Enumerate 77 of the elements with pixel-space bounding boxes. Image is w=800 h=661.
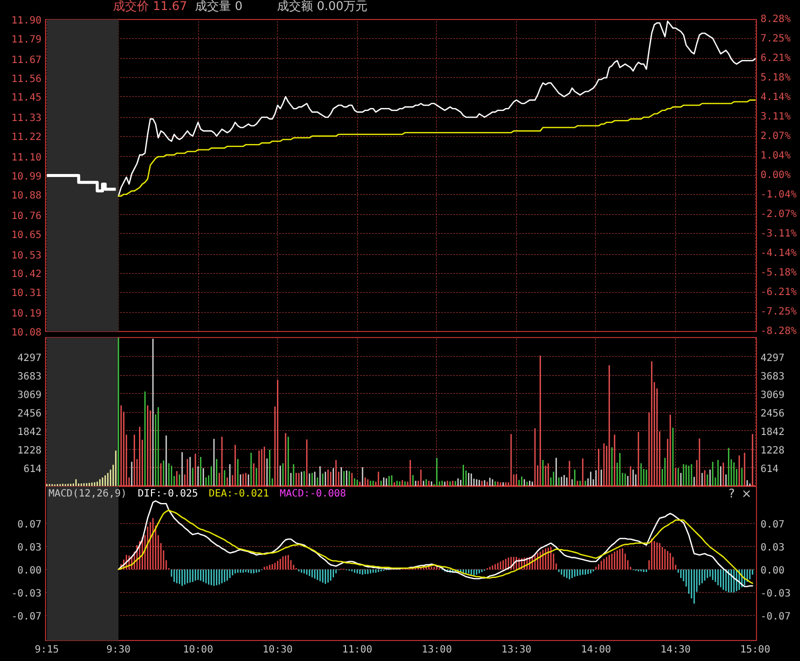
y-tick-label: 10.42 <box>11 269 42 280</box>
y2-tick-label: 1.04% <box>760 150 791 162</box>
x-tick-label: 15:00 <box>740 644 770 656</box>
y2-tick-label: 3.11% <box>760 111 791 122</box>
x-tick-label: 13:30 <box>501 644 532 656</box>
y2-tick-label: -6.21% <box>760 287 797 298</box>
y-tick-label: 11.33 <box>11 113 42 124</box>
y-tick-label: -0.03 <box>11 588 42 600</box>
text: 成交量 0 <box>195 0 242 13</box>
y2-tick-label: -5.18% <box>760 268 797 279</box>
y-tick-label: 11.56 <box>11 74 42 85</box>
y-tick-label: 11.45 <box>11 92 42 104</box>
y-tick-label: 11.22 <box>11 132 42 144</box>
series-label: DIF:-0.025 <box>138 488 198 500</box>
y2-tick-label: 2.07% <box>760 131 791 142</box>
text: 成交价 11.67 <box>113 0 188 13</box>
y-tick-label: 11.90 <box>11 16 42 26</box>
y-tick-label: 10.19 <box>11 308 42 320</box>
chart-title: MACD(12,26,9) <box>48 488 127 500</box>
x-tick-label: 14:30 <box>660 644 691 656</box>
x-tick-label: 10:30 <box>262 644 293 656</box>
y-tick-label: 10.31 <box>11 288 42 300</box>
y2-tick-label: -2.07% <box>760 209 797 220</box>
y-tick-label: 11.79 <box>11 34 42 46</box>
y-tick-label: 3683 <box>17 371 42 382</box>
y-tick-label: 1228 <box>17 445 42 456</box>
y-tick-label: 10.08 <box>11 328 42 338</box>
y2-tick-label: 4297 <box>760 352 785 364</box>
y-tick-label: 10.65 <box>11 230 42 241</box>
y2-tick-label: 5.18% <box>760 72 791 84</box>
y2-tick-label: -3.11% <box>760 228 797 240</box>
y-tick-label: 1842 <box>17 426 42 438</box>
y2-tick-label: 6.21% <box>760 53 791 64</box>
y2-tick-label: 614 <box>760 464 779 475</box>
y2-tick-label: 7.25% <box>760 33 791 44</box>
x-tick-label: 9:30 <box>106 644 131 656</box>
y2-tick-label: 3683 <box>760 371 785 382</box>
y-tick-label: 4297 <box>17 352 42 364</box>
y2-tick-label: 4.14% <box>760 92 791 103</box>
annotation: × <box>742 486 752 500</box>
y-tick-label: 3069 <box>17 390 42 401</box>
y-tick-label: 11.10 <box>11 152 42 164</box>
y-tick-label: 0.07 <box>17 519 42 530</box>
y2-tick-label: 3069 <box>760 390 785 401</box>
x-tick-label: 13:00 <box>422 644 452 656</box>
y2-tick-label: -0.07 <box>760 611 791 622</box>
text: DEA:-0.021 <box>208 488 270 500</box>
y-tick-label: 0.03 <box>17 542 42 554</box>
y-tick-label: 10.53 <box>11 250 42 262</box>
y2-tick-label: -1.04% <box>760 190 797 201</box>
text: 成交额 0.00万元 <box>277 0 368 13</box>
y-tick-label: 10.88 <box>11 190 42 202</box>
y-tick-label: 10.99 <box>11 172 42 182</box>
y2-tick-label: -8.28% <box>760 326 797 337</box>
y2-tick-label: -4.14% <box>760 248 797 259</box>
y2-tick-label: 1228 <box>760 445 785 456</box>
y2-tick-label: 8.28% <box>760 14 791 25</box>
annotation: ? <box>728 486 735 500</box>
y-tick-label: 0.00 <box>17 565 42 576</box>
x-tick-label: 9:15 <box>34 644 59 656</box>
y2-tick-label: 1842 <box>760 426 785 438</box>
y2-tick-label: 2456 <box>760 408 785 420</box>
y-tick-label: -0.07 <box>11 611 42 622</box>
y-tick-label: 10.76 <box>11 210 42 222</box>
y2-tick-label: -7.25% <box>760 306 797 318</box>
y2-tick-label: 0.00% <box>760 170 791 181</box>
y2-tick-label: 0.03 <box>760 542 785 554</box>
y-tick-label: 614 <box>23 464 42 475</box>
annotation: MACD:-0.008 <box>280 488 346 500</box>
y-tick-label: 2456 <box>17 408 42 420</box>
x-tick-label: 10:00 <box>182 644 214 656</box>
x-tick-label: 11:00 <box>342 644 372 656</box>
y2-tick-label: 0.07 <box>760 519 785 530</box>
y2-tick-label: -0.03 <box>760 588 791 600</box>
y-tick-label: 11.67 <box>11 54 42 66</box>
x-tick-label: 14:00 <box>580 644 612 656</box>
y2-tick-label: 0.00 <box>760 565 785 576</box>
